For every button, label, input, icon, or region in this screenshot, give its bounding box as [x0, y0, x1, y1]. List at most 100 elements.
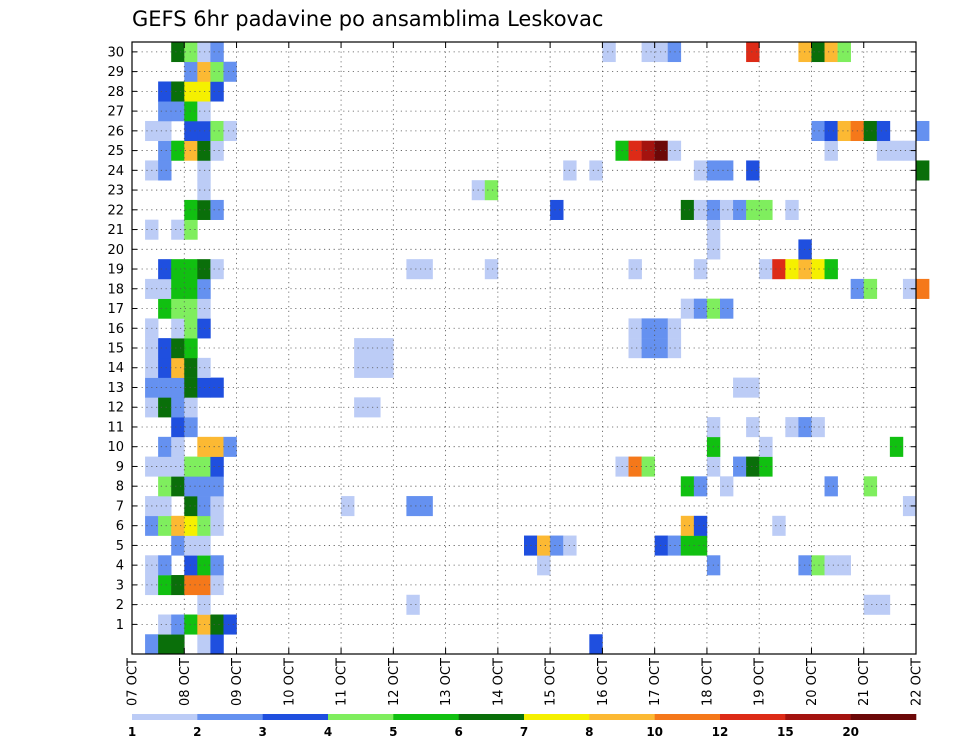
cell-member-3-step-6: [210, 575, 224, 596]
legend-swatch: [785, 714, 851, 720]
cell-member-25-step-3: [171, 140, 185, 161]
cell-member-22-step-45: [720, 199, 734, 220]
cell-member-26-step-54: [837, 120, 851, 142]
x-tick-label: 10 OCT: [282, 658, 297, 706]
cell-member-25-step-6: [210, 140, 224, 161]
grid-layer: [132, 42, 916, 654]
cell-member-9-step-46: [733, 456, 747, 477]
x-tick-label: 21 OCT: [857, 658, 872, 706]
cell-member-5-step-4: [184, 535, 198, 556]
legend-label: 7: [520, 725, 528, 739]
cell-member-17-step-42: [680, 298, 695, 319]
cell-member-5-step-43: [693, 535, 708, 556]
legend-swatch: [654, 714, 721, 720]
cell-member-29-step-4: [184, 61, 198, 82]
y-tick-label: 26: [107, 124, 124, 139]
y-tick-label: 29: [107, 65, 124, 80]
cell-member-16-step-39: [641, 318, 655, 339]
cell-member-4-step-54: [837, 555, 851, 576]
y-tick-label: 25: [107, 144, 124, 159]
cell-member-23-step-27: [484, 180, 499, 201]
cell-member-26-step-52: [811, 120, 825, 142]
cell-member-15-step-18: [367, 338, 381, 359]
cell-member-26-step-6: [210, 120, 224, 142]
cell-member-30-step-52: [811, 42, 825, 63]
cell-member-30-step-40: [654, 42, 669, 63]
cell-member-0-step-1: [145, 634, 159, 655]
cell-member-12-step-17: [354, 397, 368, 418]
cell-member-26-step-57: [876, 120, 891, 142]
cell-member-8-step-6: [210, 476, 224, 497]
cell-member-26-step-4: [184, 120, 198, 142]
legend-label: 1: [128, 725, 136, 739]
cell-member-6-step-42: [680, 515, 695, 536]
cell-member-14-step-4: [184, 357, 198, 378]
cell-member-6-step-4: [184, 515, 198, 536]
cell-member-26-step-7: [223, 120, 237, 142]
cell-member-19-step-50: [785, 259, 799, 280]
cell-member-5-step-42: [680, 535, 695, 556]
cell-member-13-step-4: [184, 377, 198, 398]
cell-member-13-step-2: [158, 377, 172, 398]
cell-member-4-step-6: [210, 555, 224, 576]
y-tick-label: 19: [107, 263, 124, 278]
cell-member-28-step-4: [184, 81, 198, 102]
cell-member-10-step-6: [210, 436, 224, 457]
cell-member-1-step-3: [171, 614, 185, 635]
cell-member-0-step-3: [171, 634, 185, 655]
legend-label: 10: [646, 725, 663, 739]
y-tick-label: 11: [107, 420, 124, 435]
cell-member-12-step-3: [171, 397, 185, 418]
cell-member-25-step-38: [628, 140, 642, 161]
cell-member-26-step-2: [158, 120, 172, 142]
cell-member-11-step-52: [811, 417, 825, 438]
legend-swatch: [262, 714, 329, 720]
cell-member-1-step-6: [210, 614, 224, 635]
cell-member-10-step-3: [171, 436, 185, 457]
cell-member-28-step-6: [210, 81, 224, 102]
cell-member-6-step-43: [693, 515, 708, 536]
y-tick-label: 17: [107, 302, 124, 317]
cell-member-12-step-2: [158, 397, 172, 418]
cell-member-27-step-2: [158, 101, 172, 122]
legend-label: 4: [324, 725, 332, 739]
x-tick-label: 15 OCT: [544, 658, 559, 706]
y-tick-label: 23: [107, 184, 124, 199]
x-tick-label: 08 OCT: [178, 658, 193, 706]
cell-member-17-step-43: [693, 298, 708, 319]
cell-member-5-step-32: [550, 535, 564, 556]
cell-member-19-step-22: [419, 259, 433, 280]
cell-member-30-step-36: [602, 42, 616, 63]
cell-member-19-step-49: [772, 259, 786, 280]
cell-member-22-step-42: [680, 199, 695, 220]
cell-member-1-step-2: [158, 614, 172, 635]
cell-member-16-step-3: [171, 318, 185, 339]
legend-label: 5: [389, 725, 397, 739]
cell-member-15-step-39: [641, 338, 655, 359]
cell-member-18-step-3: [171, 278, 185, 299]
cell-member-15-step-38: [628, 338, 642, 359]
legend-swatch: [720, 714, 786, 720]
cell-member-22-step-4: [184, 199, 198, 220]
cell-member-16-step-40: [654, 318, 669, 339]
y-tick-label: 6: [116, 519, 124, 534]
x-tick-label: 12 OCT: [387, 658, 402, 706]
cell-member-19-step-38: [628, 259, 642, 280]
cell-member-4-step-53: [824, 555, 838, 576]
y-tick-label: 16: [107, 322, 124, 337]
cell-member-9-step-39: [641, 456, 655, 477]
cell-member-15-step-2: [158, 338, 172, 359]
cell-member-8-step-3: [171, 476, 185, 497]
cell-member-18-step-4: [184, 278, 198, 299]
y-tick-label: 24: [107, 164, 124, 179]
cell-member-19-step-4: [184, 259, 198, 280]
legend-swatch: [458, 714, 525, 720]
cell-member-22-step-47: [746, 199, 760, 220]
x-tick-label: 14 OCT: [491, 658, 506, 706]
cell-member-18-step-2: [158, 278, 172, 299]
x-tick-label: 20 OCT: [805, 658, 820, 706]
cell-member-24-step-60: [916, 160, 930, 181]
legend-swatch: [524, 714, 590, 720]
cell-member-9-step-3: [171, 456, 185, 477]
cell-member-30-step-3: [171, 42, 185, 63]
